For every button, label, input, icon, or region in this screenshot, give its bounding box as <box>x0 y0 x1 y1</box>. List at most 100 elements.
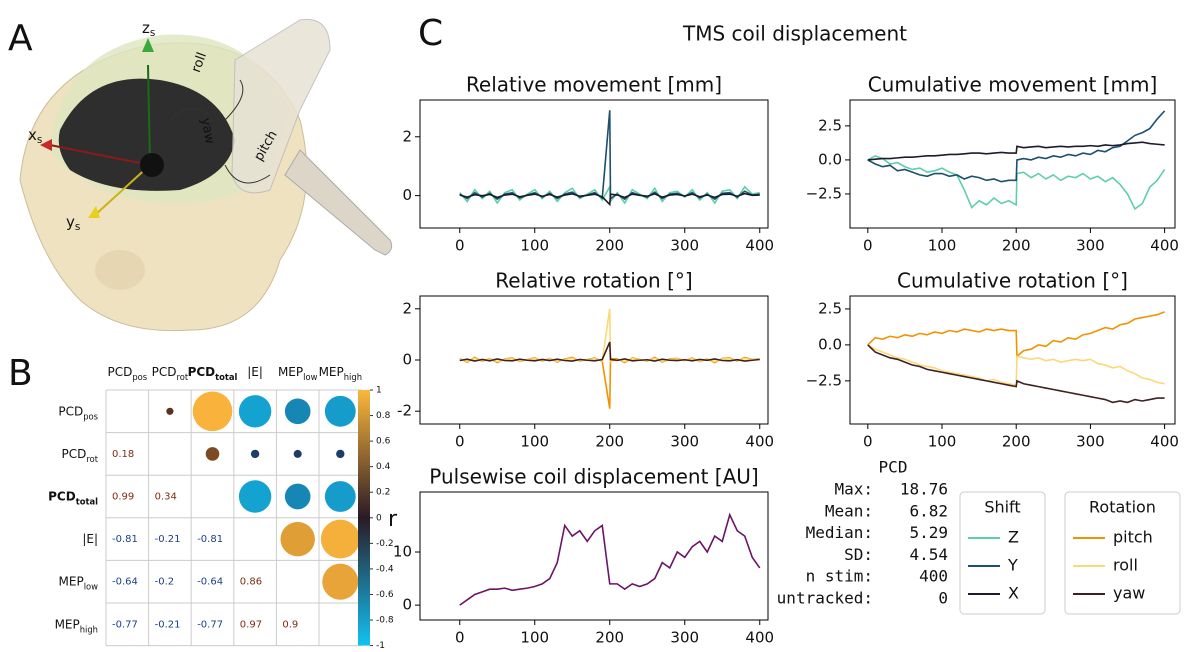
correlation-value: -0.77 <box>197 619 223 630</box>
correlation-circle <box>324 395 356 427</box>
correlation-circle <box>320 519 360 559</box>
axis-label: xs <box>28 126 42 147</box>
x-tick-label: 100 <box>520 237 549 255</box>
axis-label-main: z <box>142 19 150 37</box>
pitch-arc <box>224 164 271 184</box>
x-tick-label: 300 <box>670 433 699 451</box>
correlation-value: 0.18 <box>112 449 134 460</box>
stats-title: PCD <box>879 458 908 477</box>
column-label-main: MEP <box>278 365 303 379</box>
correlation-circle <box>336 449 345 459</box>
x-tick-label: 200 <box>595 237 624 255</box>
y-tick-label: 2 <box>402 127 412 145</box>
stats-value: 0 <box>938 589 948 608</box>
row-label: PCDtotal <box>48 489 98 506</box>
colorbar-tick-label: -0.8 <box>376 616 394 626</box>
x-tick-label: 0 <box>863 237 873 255</box>
column-label: PCDpos <box>107 365 147 382</box>
row-label-sub: rot <box>86 453 98 463</box>
correlation-value: -0.21 <box>155 534 181 545</box>
stats-label: Max: <box>834 480 873 499</box>
x-tick-label: 0 <box>863 433 873 451</box>
legend-title: Shift <box>984 498 1020 517</box>
y-tick-label: 0 <box>402 186 412 204</box>
correlation-value: -0.81 <box>112 534 138 545</box>
column-label-sub: low <box>303 372 317 382</box>
stats-label: n stim: <box>806 567 873 586</box>
correlation-value: -0.77 <box>112 619 138 630</box>
y-tick-label: 0 <box>402 596 412 614</box>
column-label-main: MEP <box>319 365 344 379</box>
row-label: PCDpos <box>58 404 98 421</box>
correlation-circle <box>250 449 260 459</box>
correlation-circle <box>322 563 359 600</box>
column-label-main: PCD <box>188 365 216 379</box>
correlation-value: 0.86 <box>240 577 262 588</box>
row-label-sub: low <box>84 581 98 591</box>
row-label-main: PCD <box>58 404 83 418</box>
x-tick-label: 0 <box>455 237 465 255</box>
legend-box <box>959 491 1046 615</box>
row-label-main: MEP <box>55 617 80 631</box>
column-label-main: PCD <box>152 365 177 379</box>
chart-title: Relative movement [mm] <box>466 73 722 97</box>
panel-label: C <box>418 13 443 54</box>
y-tick-label: 2.5 <box>818 299 842 317</box>
series-line <box>459 356 760 409</box>
stats-value: 18.76 <box>900 480 948 499</box>
column-label-main: PCD <box>107 365 132 379</box>
colorbar-tick-label: 1 <box>376 386 382 396</box>
colorbar-tick-label: 0 <box>376 513 382 523</box>
y-tick-label: 2.5 <box>818 116 842 134</box>
column-label-sub: rot <box>176 372 188 382</box>
z-arrow <box>142 38 154 52</box>
correlation-circle <box>205 447 220 461</box>
correlation-value: 0.34 <box>155 492 177 503</box>
stats-value: 400 <box>919 567 948 586</box>
plot-frame <box>849 99 1176 229</box>
axis-label: roll <box>189 50 210 74</box>
correlation-circle <box>280 521 315 557</box>
x-tick-label: 100 <box>520 629 549 647</box>
panel-label: B <box>8 353 33 394</box>
x-tick-label: 300 <box>670 629 699 647</box>
plot-frame <box>419 491 769 621</box>
correlation-value: 0.97 <box>240 619 262 630</box>
axis-z <box>147 64 151 166</box>
stats-label: untracked: <box>777 589 873 608</box>
chart-title: Relative rotation [°] <box>495 269 692 293</box>
x-tick-label: 300 <box>670 237 699 255</box>
column-label: PCDrot <box>152 365 189 382</box>
nose <box>95 250 145 290</box>
coil-housing <box>231 18 331 194</box>
correlation-value: -0.64 <box>197 577 223 588</box>
x-tick-label: 400 <box>1150 237 1179 255</box>
column-label-main: |E| <box>247 365 263 379</box>
y-arrow <box>88 206 100 218</box>
correlation-circle <box>166 407 174 415</box>
y-tick-label: -2 <box>397 402 412 420</box>
chart-title: Cumulative movement [mm] <box>868 73 1158 97</box>
series-line <box>459 192 760 207</box>
column-label-sub: total <box>215 372 237 382</box>
axis-label: ys <box>66 213 80 234</box>
correlation-value: -0.21 <box>155 619 181 630</box>
x-tick-label: 0 <box>455 433 465 451</box>
x-tick-label: 400 <box>745 433 774 451</box>
colorbar <box>358 390 370 646</box>
column-label: MEPlow <box>278 365 318 382</box>
x-tick-label: 300 <box>1076 237 1105 255</box>
axis-label-main: x <box>28 126 37 144</box>
stats-value: 5.29 <box>909 523 948 542</box>
correlation-value: 0.99 <box>112 492 134 503</box>
legend-label: Z <box>1008 528 1019 547</box>
stats-label: SD: <box>844 545 873 564</box>
x-tick-label: 200 <box>1002 433 1031 451</box>
colorbar-tick-label: -0.4 <box>376 564 394 574</box>
y-tick-label: −2.5 <box>806 184 842 202</box>
column-label: PCDtotal <box>188 365 238 382</box>
x-arrow <box>40 139 52 151</box>
correlation-circle <box>238 395 272 428</box>
correlation-circle <box>324 481 356 512</box>
